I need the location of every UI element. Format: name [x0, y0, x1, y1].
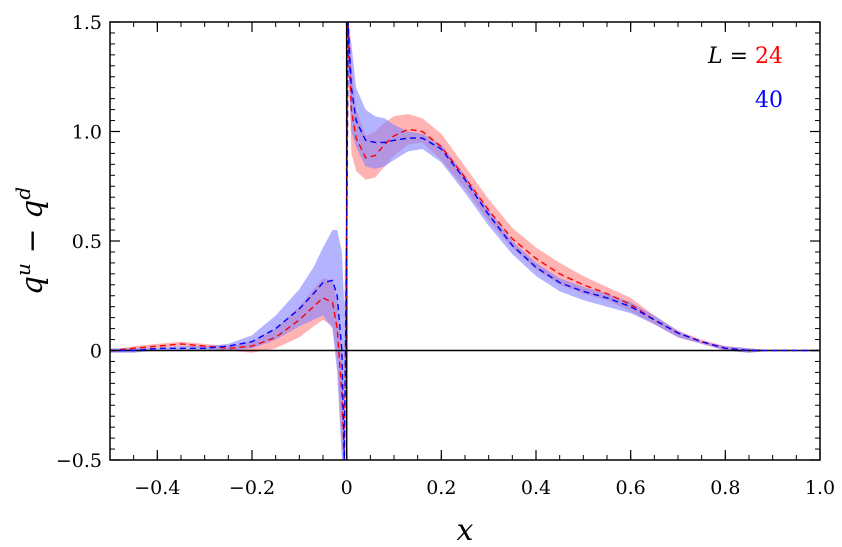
y-label-base: q [15, 276, 50, 295]
zero-lines [110, 22, 820, 460]
y-label-minus: − [15, 219, 50, 263]
y-tick-label: 1.0 [72, 122, 102, 144]
x-tick-label: −0.4 [134, 477, 180, 499]
legend-prefix: L = [707, 44, 755, 69]
y-label-sup-d: d [11, 187, 35, 200]
band-L40 [110, 22, 820, 460]
uncertainty-bands [110, 22, 820, 460]
y-tick-label: 0 [90, 341, 102, 363]
x-tick-label: 0.4 [521, 477, 551, 499]
legend-entry-24: 24 [755, 44, 783, 69]
x-tick-label: 0.8 [710, 477, 740, 499]
central-curves [110, 22, 820, 460]
x-tick-label: 0.2 [426, 477, 456, 499]
y-tick-label: 0.5 [72, 231, 102, 253]
y-label-sup-u: u [11, 263, 35, 276]
legend: L = 24 40 [707, 44, 783, 113]
y-tick-label: −0.5 [56, 450, 102, 472]
x-tick-label: 0.6 [616, 477, 646, 499]
tick-labels: −0.4 −0.2 0 0.2 0.4 0.6 0.8 1.0 −0.5 0 0.5 1.0 1.5 [56, 12, 835, 499]
y-tick-label: 1.5 [72, 12, 102, 34]
svg-text:L = 24: L = 24 [707, 44, 783, 69]
central-line-L24 [110, 22, 820, 460]
band-L24 [110, 22, 820, 460]
svg-text:qu − qd: qu − qd [11, 187, 50, 295]
legend-entry-40: 40 [755, 88, 783, 113]
central-line-L40 [110, 22, 820, 460]
x-axis-label: x [457, 513, 474, 547]
plot-frame [109, 21, 821, 461]
x-tick-label: −0.2 [229, 477, 275, 499]
axis-ticks [109, 21, 821, 461]
x-tick-label: 0 [341, 477, 353, 499]
y-axis-label: qu − qd [11, 187, 50, 295]
x-tick-label: 1.0 [805, 477, 835, 499]
y-label-base-2: q [15, 200, 50, 219]
